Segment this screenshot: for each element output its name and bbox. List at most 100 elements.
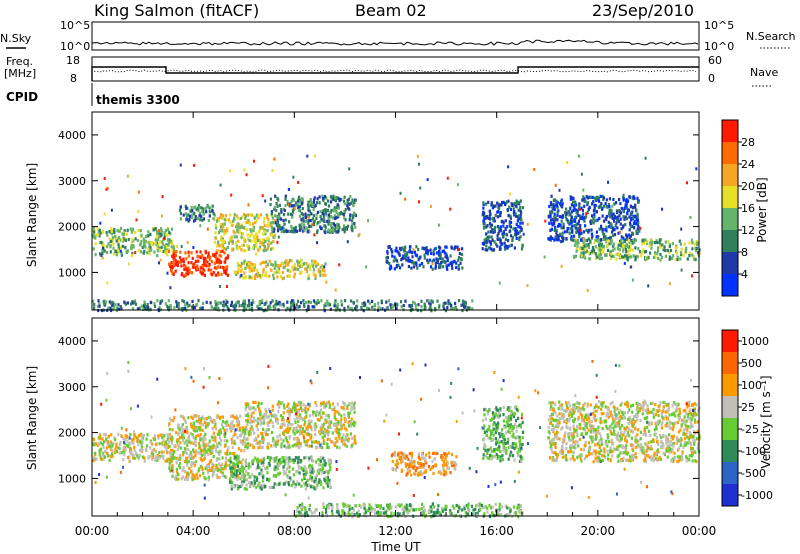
power-cell bbox=[658, 238, 661, 242]
power-cell bbox=[161, 240, 164, 244]
power-cell bbox=[354, 225, 357, 229]
velocity-cell bbox=[327, 400, 330, 404]
power-cell bbox=[354, 213, 357, 218]
velocity-cell bbox=[221, 423, 224, 427]
power-cell bbox=[498, 229, 501, 233]
power-cell bbox=[404, 299, 407, 303]
power-cell bbox=[225, 299, 228, 303]
power-scatter-cell bbox=[526, 284, 529, 287]
power-cell bbox=[493, 219, 496, 223]
power-cell bbox=[295, 229, 299, 233]
velocity-cell bbox=[423, 456, 426, 461]
velocity-cell bbox=[185, 451, 188, 456]
velocity-cell bbox=[308, 456, 311, 460]
velocity-cell bbox=[276, 421, 279, 425]
velocity-cell bbox=[324, 404, 328, 408]
power-cell bbox=[192, 265, 195, 269]
power-colorbar-segment bbox=[722, 120, 738, 142]
velocity-cell bbox=[413, 464, 416, 469]
power-cell bbox=[310, 201, 313, 205]
power-cell bbox=[368, 301, 371, 305]
velocity-cell bbox=[268, 456, 271, 460]
velocity-cell bbox=[328, 438, 331, 442]
power-cell bbox=[269, 247, 273, 251]
power-cell bbox=[292, 198, 295, 202]
velocity-cell bbox=[320, 471, 323, 475]
power-scatter-cell bbox=[162, 237, 165, 240]
power-cell bbox=[439, 265, 442, 269]
power-cell bbox=[351, 223, 354, 227]
velocity-cell bbox=[214, 436, 217, 440]
power-cell bbox=[297, 263, 300, 267]
velocity-cell bbox=[255, 441, 258, 445]
velocity-cell bbox=[285, 436, 288, 440]
power-cell bbox=[237, 300, 240, 304]
power-cell bbox=[156, 254, 159, 258]
power-cell bbox=[219, 229, 222, 233]
power-cell bbox=[256, 235, 259, 239]
velocity-cell bbox=[193, 415, 196, 419]
power-cell bbox=[519, 199, 522, 203]
power-cell bbox=[263, 302, 266, 307]
power-cell bbox=[241, 243, 244, 248]
velocity-cell bbox=[238, 428, 241, 432]
power-cell bbox=[298, 227, 302, 231]
power-cell bbox=[97, 232, 100, 236]
velocity-cell bbox=[155, 442, 158, 446]
power-cell bbox=[431, 300, 434, 304]
power-cell bbox=[308, 264, 311, 269]
power-cell bbox=[664, 248, 667, 252]
velocity-cell bbox=[421, 453, 424, 457]
velocity-cell bbox=[204, 425, 207, 429]
velocity-cell bbox=[270, 414, 273, 418]
velocity-cell bbox=[231, 420, 234, 424]
power-cell bbox=[307, 300, 310, 304]
power-scatter-cell bbox=[240, 273, 243, 277]
velocity-cell bbox=[225, 428, 229, 432]
velocity-cell bbox=[428, 455, 431, 459]
power-cell bbox=[508, 244, 511, 248]
power-cell bbox=[629, 223, 632, 227]
power-cell bbox=[579, 214, 582, 218]
power-cell bbox=[168, 230, 171, 235]
power-cell bbox=[575, 222, 578, 226]
power-cell bbox=[241, 304, 244, 308]
power-cell bbox=[405, 258, 408, 262]
velocity-cell bbox=[396, 461, 399, 465]
power-cell bbox=[461, 247, 464, 251]
power-cell bbox=[578, 235, 581, 239]
cpid-value: themis 3300 bbox=[96, 93, 180, 107]
velocity-cell bbox=[410, 451, 414, 455]
power-cell bbox=[407, 256, 410, 260]
velocity-cell bbox=[400, 469, 403, 473]
velocity-cell bbox=[171, 428, 174, 432]
velocity-cell bbox=[311, 470, 314, 474]
velocity-cell bbox=[154, 449, 157, 454]
velocity-cell bbox=[450, 453, 454, 457]
power-cell bbox=[337, 206, 340, 210]
power-cell bbox=[201, 301, 205, 305]
power-cell bbox=[515, 236, 518, 240]
velocity-cell bbox=[319, 408, 323, 412]
power-cell bbox=[98, 304, 101, 308]
velocity-cell bbox=[224, 466, 227, 470]
power-cell bbox=[116, 229, 119, 233]
velocity-cell bbox=[286, 404, 289, 408]
power-cell bbox=[481, 241, 484, 246]
power-cell bbox=[499, 225, 503, 229]
power-cell bbox=[552, 203, 555, 207]
velocity-cell bbox=[245, 428, 248, 432]
power-cell bbox=[482, 206, 485, 210]
velocity-cell bbox=[325, 420, 328, 424]
power-cell bbox=[202, 217, 205, 221]
velocity-cell bbox=[298, 413, 301, 417]
velocity-cell bbox=[190, 454, 193, 458]
power-cell bbox=[124, 302, 127, 306]
power-cell bbox=[297, 208, 300, 212]
power-cell bbox=[592, 221, 595, 225]
velocity-cell bbox=[195, 472, 198, 476]
power-cell bbox=[221, 214, 224, 218]
velocity-cell bbox=[122, 446, 125, 450]
power-cell bbox=[420, 299, 423, 303]
power-cell bbox=[300, 270, 303, 274]
